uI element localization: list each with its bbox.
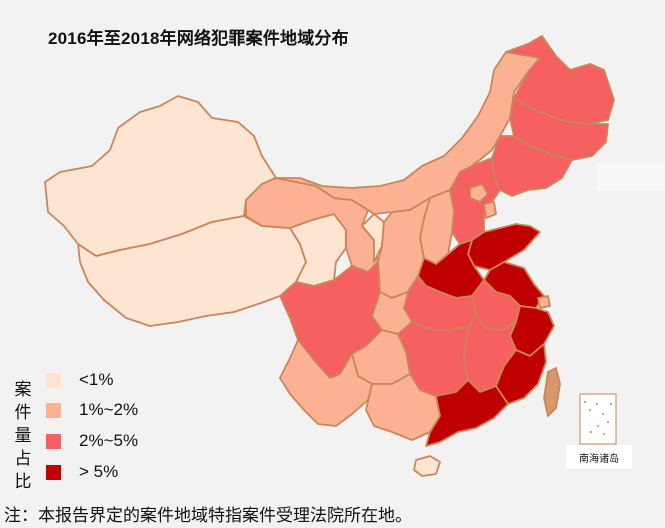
legend-label-level3: 2%~5% xyxy=(79,431,139,450)
region-heilongjiang xyxy=(505,35,615,125)
region-yunnan xyxy=(279,339,373,427)
legend-swatch-level3 xyxy=(46,433,61,449)
south-sea-islands-label: 南海诸岛 xyxy=(566,445,632,469)
region-beijing xyxy=(469,183,489,203)
region-shanghai xyxy=(537,295,551,309)
region-tianjin xyxy=(483,201,497,219)
legend-title: 案件量占比 xyxy=(14,380,32,491)
region-fujian xyxy=(495,343,547,405)
region-taiwan xyxy=(543,367,561,417)
blank-patch xyxy=(597,163,665,191)
footnote: 注：本报告界定的案件地域特指案件受理法院所在地。 xyxy=(4,506,412,525)
map-title: 2016年至2018年网络犯罪案件地域分布 xyxy=(48,29,349,48)
legend-swatch-level1 xyxy=(46,372,61,388)
south-sea-inset xyxy=(579,393,617,445)
legend-item-level2: 1%~2% xyxy=(46,400,138,420)
legend-label-level4: > 5% xyxy=(79,462,119,481)
region-neimenggu xyxy=(275,43,541,215)
region-guangdong xyxy=(425,379,509,447)
legend-swatch-level4 xyxy=(46,464,61,480)
legend-label-level2: 1%~2% xyxy=(79,400,139,419)
legend-item-level4: > 5% xyxy=(46,462,118,482)
region-hainan xyxy=(413,455,441,477)
legend-item-level3: 2%~5% xyxy=(46,431,138,451)
legend-swatch-level2 xyxy=(46,402,61,418)
legend-label-level1: <1% xyxy=(79,370,114,389)
legend-item-level1: <1% xyxy=(46,370,114,390)
